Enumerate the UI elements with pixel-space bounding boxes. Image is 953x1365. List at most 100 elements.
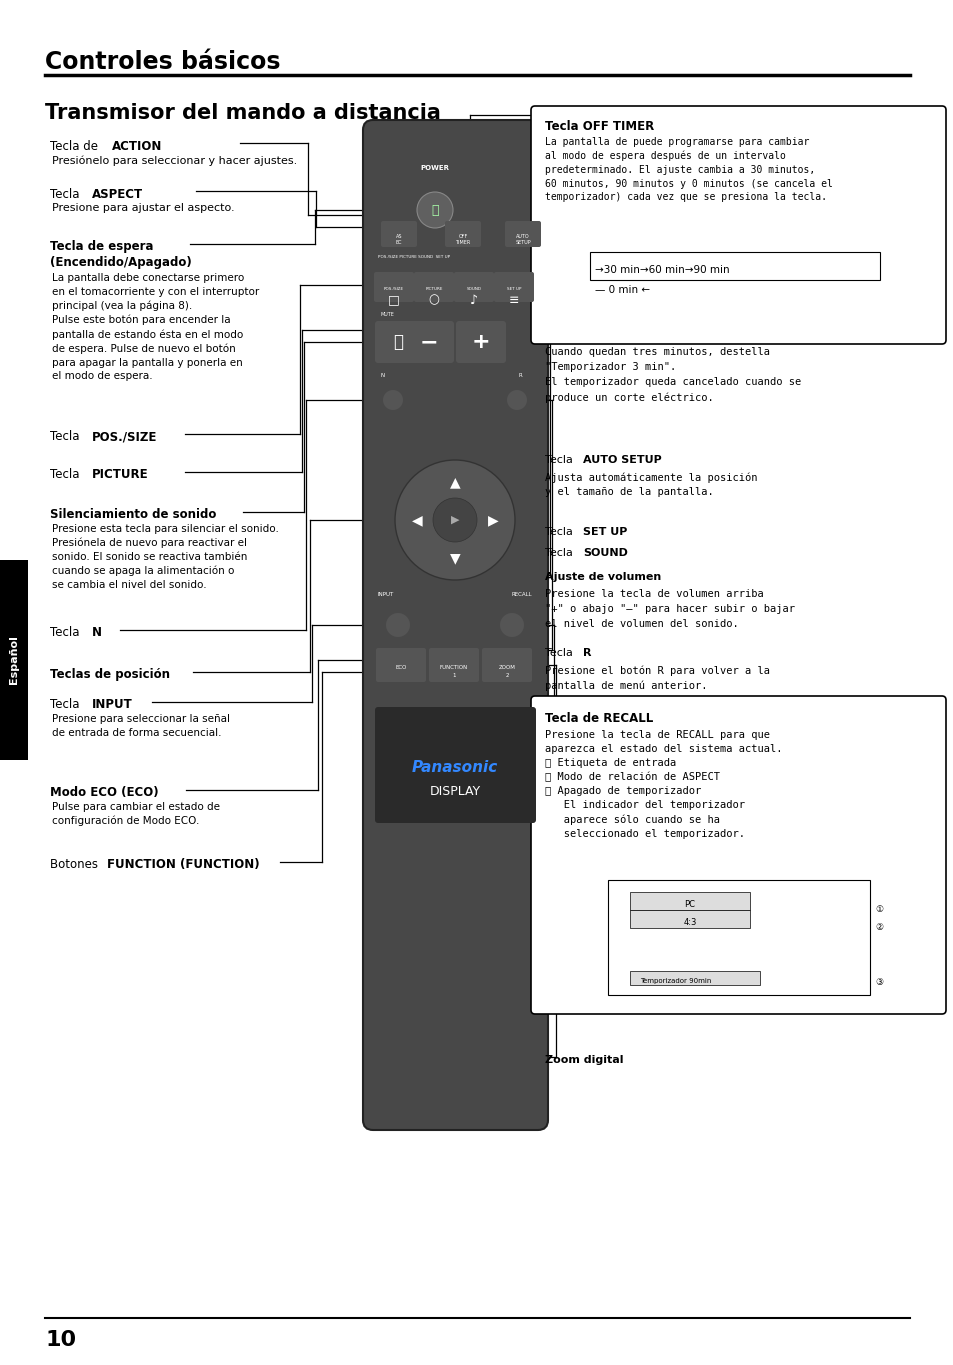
Text: SOUND: SOUND <box>582 547 627 558</box>
Text: el nivel de volumen del sonido.: el nivel de volumen del sonido. <box>544 618 738 629</box>
Text: RECALL: RECALL <box>511 592 532 597</box>
Circle shape <box>506 390 526 410</box>
Text: Transmisor del mando a distancia: Transmisor del mando a distancia <box>45 102 440 123</box>
Text: ①: ① <box>874 905 882 915</box>
Text: Silenciamiento de sonido: Silenciamiento de sonido <box>50 508 216 521</box>
Text: 10: 10 <box>45 1330 76 1350</box>
Bar <box>607 880 869 995</box>
Text: →30 min→60 min→90 min: →30 min→60 min→90 min <box>595 265 729 274</box>
Text: Ajusta automáticamente la posición: Ajusta automáticamente la posición <box>544 472 757 482</box>
Text: La pantalla de puede programarse para cambiar
al modo de espera después de un in: La pantalla de puede programarse para ca… <box>544 136 832 202</box>
Text: ZOOM: ZOOM <box>498 665 515 670</box>
FancyBboxPatch shape <box>444 221 480 247</box>
Text: Tecla: Tecla <box>50 627 83 639</box>
Bar <box>0 560 28 760</box>
Text: POS./SIZE PICTURE SOUND  SET UP: POS./SIZE PICTURE SOUND SET UP <box>377 255 450 259</box>
Text: ACTION: ACTION <box>112 141 162 153</box>
Text: POS./SIZE: POS./SIZE <box>383 287 404 291</box>
Text: Presione el botón R para volver a la: Presione el botón R para volver a la <box>544 665 769 676</box>
Circle shape <box>395 460 515 580</box>
Text: ♪: ♪ <box>470 293 477 307</box>
Text: Tecla: Tecla <box>544 648 576 658</box>
Text: Tecla: Tecla <box>50 188 83 201</box>
Text: N: N <box>91 627 102 639</box>
Text: AUTO
SETUP: AUTO SETUP <box>515 233 530 244</box>
Text: ⏻: ⏻ <box>431 203 438 217</box>
Text: Español: Español <box>9 636 19 684</box>
Text: N: N <box>380 373 385 378</box>
Text: MUTE: MUTE <box>380 313 395 317</box>
Text: PC: PC <box>684 900 695 909</box>
FancyBboxPatch shape <box>504 221 540 247</box>
Text: Presione para seleccionar la señal
de entrada de forma secuencial.: Presione para seleccionar la señal de en… <box>52 714 230 737</box>
Text: ③: ③ <box>874 977 882 987</box>
Text: El temporizador queda cancelado cuando se: El temporizador queda cancelado cuando s… <box>544 377 801 388</box>
Text: ▶: ▶ <box>450 515 458 526</box>
Text: Presione la tecla de volumen arriba: Presione la tecla de volumen arriba <box>544 590 763 599</box>
FancyBboxPatch shape <box>403 321 454 363</box>
Text: 2: 2 <box>505 673 508 677</box>
Circle shape <box>499 613 523 637</box>
Text: Tecla: Tecla <box>50 698 83 711</box>
Text: Tecla de RECALL: Tecla de RECALL <box>544 713 653 725</box>
FancyBboxPatch shape <box>456 321 505 363</box>
Text: 🔇: 🔇 <box>393 333 402 351</box>
FancyBboxPatch shape <box>374 272 414 302</box>
Text: Tecla: Tecla <box>544 527 576 536</box>
Text: 1: 1 <box>452 673 456 677</box>
FancyBboxPatch shape <box>429 648 478 682</box>
Text: INPUT: INPUT <box>91 698 132 711</box>
Text: pantalla de menú anterior.: pantalla de menú anterior. <box>544 680 707 691</box>
Text: (Encendido/Apagado): (Encendido/Apagado) <box>50 257 192 269</box>
Text: AS
EC: AS EC <box>395 233 402 244</box>
Text: ▼: ▼ <box>449 551 460 565</box>
FancyBboxPatch shape <box>494 272 534 302</box>
Text: Presione esta tecla para silenciar el sonido.
Presiónela de nuevo para reactivar: Presione esta tecla para silenciar el so… <box>52 524 278 590</box>
FancyBboxPatch shape <box>375 648 426 682</box>
Circle shape <box>382 390 402 410</box>
Text: +: + <box>471 332 490 352</box>
Text: Temporizador 90min: Temporizador 90min <box>639 977 711 984</box>
Text: PICTURE: PICTURE <box>91 468 149 480</box>
Text: ≡: ≡ <box>508 293 518 307</box>
Text: Panasonic: Panasonic <box>412 760 497 775</box>
Text: Cuando quedan tres minutos, destella: Cuando quedan tres minutos, destella <box>544 347 769 358</box>
Text: ▶: ▶ <box>487 513 497 527</box>
Text: produce un corte eléctrico.: produce un corte eléctrico. <box>544 392 713 403</box>
Bar <box>629 891 749 910</box>
FancyBboxPatch shape <box>375 321 420 363</box>
Text: "Temporizador 3 min".: "Temporizador 3 min". <box>544 362 676 373</box>
Text: Zoom digital: Zoom digital <box>544 1055 623 1065</box>
Text: PICTURE: PICTURE <box>425 287 442 291</box>
Text: Pulse para cambiar el estado de
configuración de Modo ECO.: Pulse para cambiar el estado de configur… <box>52 803 220 826</box>
Text: Tecla OFF TIMER: Tecla OFF TIMER <box>544 120 654 132</box>
Bar <box>589 253 879 280</box>
Text: Tecla: Tecla <box>544 455 576 465</box>
Text: Botones: Botones <box>50 859 102 871</box>
Text: OFF
TIMER: OFF TIMER <box>455 233 470 244</box>
Circle shape <box>386 613 410 637</box>
Text: ○: ○ <box>428 293 439 307</box>
Text: Tecla: Tecla <box>544 547 576 558</box>
Text: SOUND: SOUND <box>466 287 481 291</box>
Text: — 0 min ←: — 0 min ← <box>595 285 649 295</box>
FancyBboxPatch shape <box>414 272 454 302</box>
Text: Controles básicos: Controles básicos <box>45 51 280 74</box>
Text: POS./SIZE: POS./SIZE <box>91 430 157 444</box>
Text: −: − <box>419 332 437 352</box>
Text: ECO: ECO <box>395 665 406 670</box>
Text: FUNCTION: FUNCTION <box>439 665 468 670</box>
Text: Tecla: Tecla <box>50 468 83 480</box>
Text: INPUT: INPUT <box>377 592 394 597</box>
Text: 4:3: 4:3 <box>682 919 696 927</box>
Text: La pantalla debe conectarse primero
en el tomacorriente y con el interruptor
pri: La pantalla debe conectarse primero en e… <box>52 273 259 381</box>
Text: y el tamaño de la pantalla.: y el tamaño de la pantalla. <box>544 487 713 497</box>
Text: AUTO SETUP: AUTO SETUP <box>582 455 661 465</box>
Bar <box>629 910 749 928</box>
Text: Presione la tecla de RECALL para que
aparezca el estado del sistema actual.
① Et: Presione la tecla de RECALL para que apa… <box>544 730 781 839</box>
Text: ▲: ▲ <box>449 475 460 489</box>
Text: Ajuste de volumen: Ajuste de volumen <box>544 572 660 581</box>
Bar <box>629 971 760 986</box>
FancyBboxPatch shape <box>363 120 547 1130</box>
FancyBboxPatch shape <box>531 696 945 1014</box>
